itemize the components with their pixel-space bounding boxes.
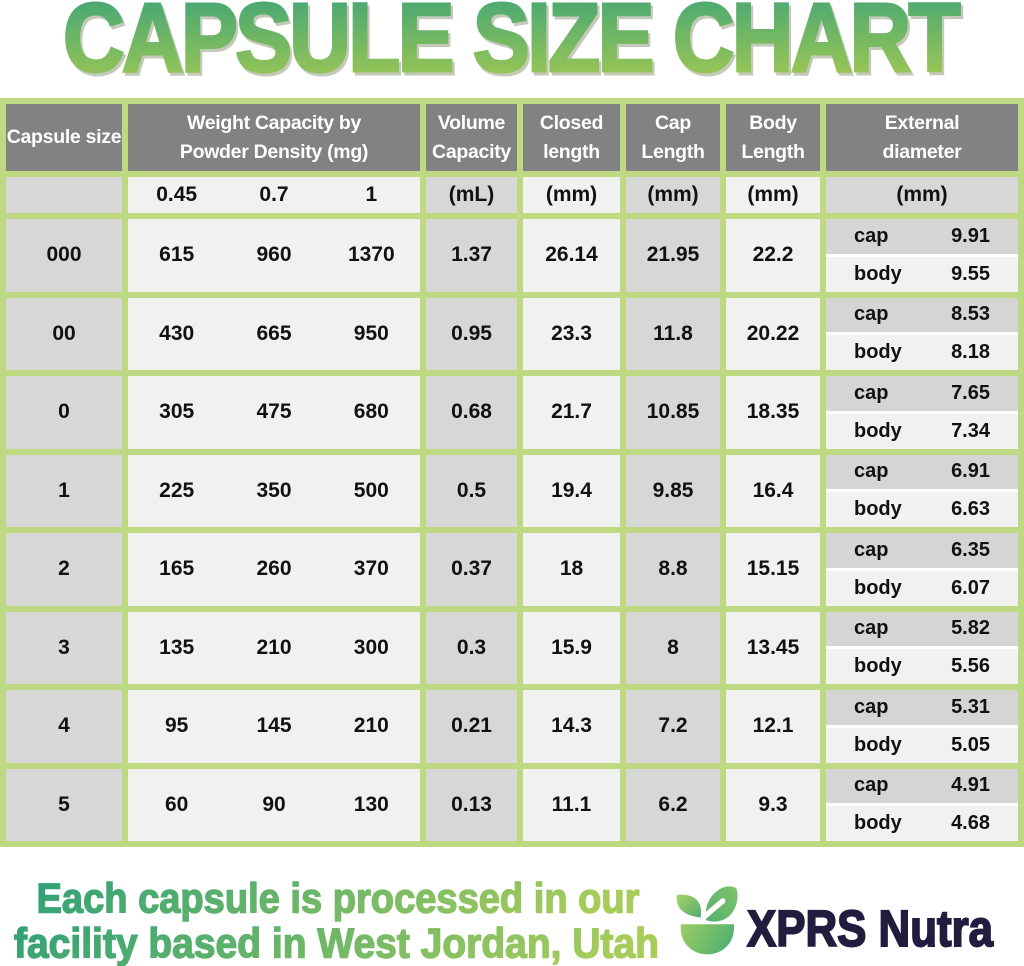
- svg-text:facility based in West Jordan,: facility based in West Jordan, Utah: [14, 920, 659, 966]
- svg-text:Each capsule is processed in o: Each capsule is processed in our: [37, 875, 640, 922]
- svg-text:CAPSULE SIZE CHART: CAPSULE SIZE CHART: [65, 0, 962, 95]
- svg-text:CAPSULE SIZE CHART: CAPSULE SIZE CHART: [63, 0, 960, 92]
